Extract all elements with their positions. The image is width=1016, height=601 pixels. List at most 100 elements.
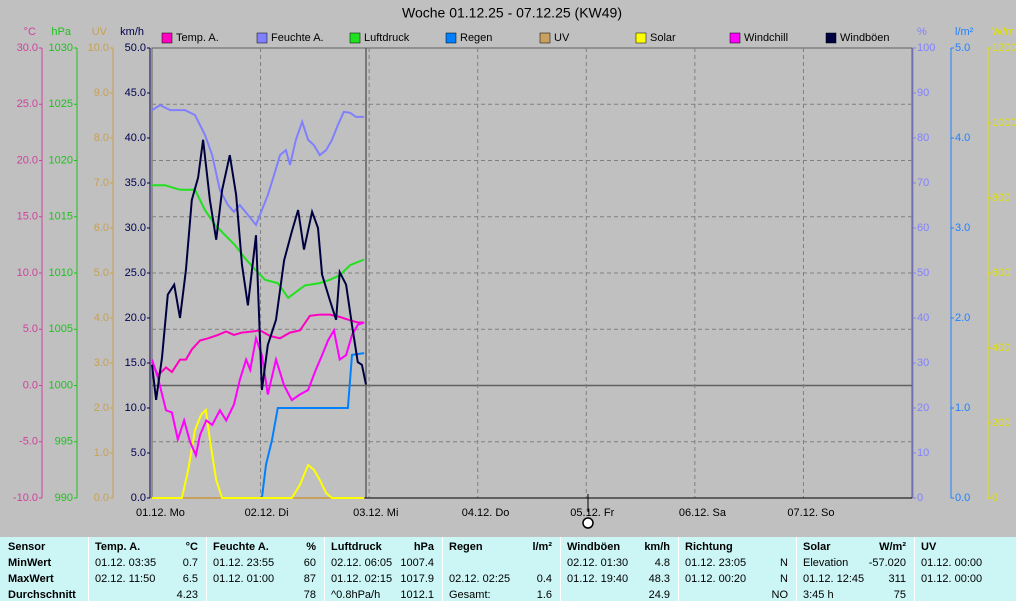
cell-time: 01.12. 01:00 <box>213 573 275 585</box>
x-tick-label: 01.12. Mo <box>136 507 185 519</box>
cell-value: 1012.1 <box>400 589 434 601</box>
cell-value: 0.7 <box>182 557 198 569</box>
legend-swatch <box>539 32 551 44</box>
y-tick-label: 8.0 <box>94 132 109 144</box>
column-title: Solar <box>803 541 831 553</box>
y-tick-label: 30 <box>917 357 929 369</box>
y-tick-label: 35.0 <box>125 177 146 189</box>
series-line <box>151 321 365 459</box>
series-line <box>151 313 365 378</box>
y-tick-label: 1010 <box>49 267 73 279</box>
cell-time: 01.12. 00:00 <box>921 573 983 585</box>
cell-time: 01.12. 12:45 <box>803 573 865 585</box>
column-separator <box>206 537 207 601</box>
cell-time: 02.12. 01:30 <box>567 557 629 569</box>
axis-title: W/m² <box>992 26 1016 38</box>
y-tick-label: 30.0 <box>17 42 38 54</box>
axis-title: hPa <box>51 26 71 38</box>
y-tick-label: 5.0 <box>94 267 109 279</box>
legend-swatch <box>825 32 837 44</box>
column-separator <box>442 537 443 601</box>
y-tick-label: 25.0 <box>125 267 146 279</box>
cell-time: 01.12. 02:15 <box>331 573 393 585</box>
column-separator <box>324 537 325 601</box>
y-tick-label: 200 <box>992 417 1010 429</box>
cell-value: 87 <box>303 573 316 585</box>
y-tick-label: 10.0 <box>125 402 146 414</box>
axis-title: °C <box>24 26 36 38</box>
x-tick-label: 05.12. Fr <box>570 507 614 519</box>
y-tick-label: 20.0 <box>125 312 146 324</box>
legend-label: Luftdruck <box>364 32 410 44</box>
y-tick-label: 50.0 <box>125 42 146 54</box>
row-label: Durchschnitt <box>8 589 76 601</box>
cell-value: 4.23 <box>176 589 198 601</box>
y-tick-label: 50 <box>917 267 929 279</box>
column-title: Feuchte A. <box>213 541 269 553</box>
cell-value: 0.4 <box>536 573 552 585</box>
cell-value: -57.020 <box>868 557 906 569</box>
y-tick-label: 0.0 <box>94 492 109 504</box>
y-tick-label: 40 <box>917 312 929 324</box>
row-label: Sensor <box>8 541 46 553</box>
y-tick-label: 3.0 <box>94 357 109 369</box>
x-tick-label: 04.12. Do <box>462 507 510 519</box>
y-tick-label: 0 <box>992 492 998 504</box>
cell-value: 6.5 <box>182 573 198 585</box>
y-tick-label: 6.0 <box>94 222 109 234</box>
chart: Woche 01.12.25 - 07.12.25 (KW49) 01.12. … <box>13 5 1016 529</box>
legend-swatch <box>445 32 457 44</box>
y-tick-label: 1000 <box>992 117 1016 129</box>
x-tick-label: 03.12. Mi <box>353 507 398 519</box>
y-tick-label: 20.0 <box>17 154 38 166</box>
cell-time: 02.12. 02:25 <box>449 573 511 585</box>
y-tick-label: 2.0 <box>955 312 970 324</box>
column-title: UV <box>921 541 937 553</box>
y-tick-label: 80 <box>917 132 929 144</box>
column-title: Regen <box>449 541 483 553</box>
cell-value: 75 <box>893 589 906 601</box>
chart-title: Woche 01.12.25 - 07.12.25 (KW49) <box>402 5 622 21</box>
cell-time: 01.12. 23:55 <box>213 557 275 569</box>
y-tick-label: 0.0 <box>131 492 146 504</box>
y-tick-label: 60 <box>917 222 929 234</box>
cell-value: 60 <box>303 557 316 569</box>
y-tick-label: 800 <box>992 192 1010 204</box>
y-tick-label: 20 <box>917 402 929 414</box>
legend-swatch <box>635 32 647 44</box>
legend-label: Feuchte A. <box>271 32 324 44</box>
y-tick-label: 1020 <box>49 154 73 166</box>
y-tick-label: 1000 <box>49 379 73 391</box>
cell-value: 1017.9 <box>400 573 434 585</box>
y-tick-label: 2.0 <box>94 402 109 414</box>
legend-label: Windböen <box>840 32 890 44</box>
y-tick-label: 5.0 <box>131 447 146 459</box>
y-tick-label: 600 <box>992 267 1010 279</box>
cell-value: 1007.4 <box>400 557 434 569</box>
column-unit: % <box>306 541 316 553</box>
y-tick-label: 70 <box>917 177 929 189</box>
legend-label: Temp. A. <box>176 32 219 44</box>
column-separator <box>796 537 797 601</box>
column-unit: l/m² <box>532 541 552 553</box>
y-tick-label: 90 <box>917 87 929 99</box>
y-tick-label: 40.0 <box>125 132 146 144</box>
y-tick-label: 990 <box>55 492 73 504</box>
y-tick-label: 15.0 <box>17 211 38 223</box>
y-tick-label: 1030 <box>49 42 73 54</box>
legend-label: Regen <box>460 32 492 44</box>
y-tick-label: 45.0 <box>125 87 146 99</box>
legend-swatch <box>729 32 741 44</box>
y-tick-label: 3.0 <box>955 222 970 234</box>
column-unit: °C <box>185 541 198 553</box>
y-tick-label: -10.0 <box>13 492 38 504</box>
cell-time: ^0.8hPa/h <box>331 589 381 601</box>
cell-value: 78 <box>303 589 316 601</box>
series-line <box>151 103 365 227</box>
x-tick-label: 06.12. Sa <box>679 507 727 519</box>
cell-value: NO <box>771 589 789 601</box>
column-separator <box>88 537 89 601</box>
cell-time: 02.12. 06:05 <box>331 557 393 569</box>
series-line <box>152 352 365 499</box>
